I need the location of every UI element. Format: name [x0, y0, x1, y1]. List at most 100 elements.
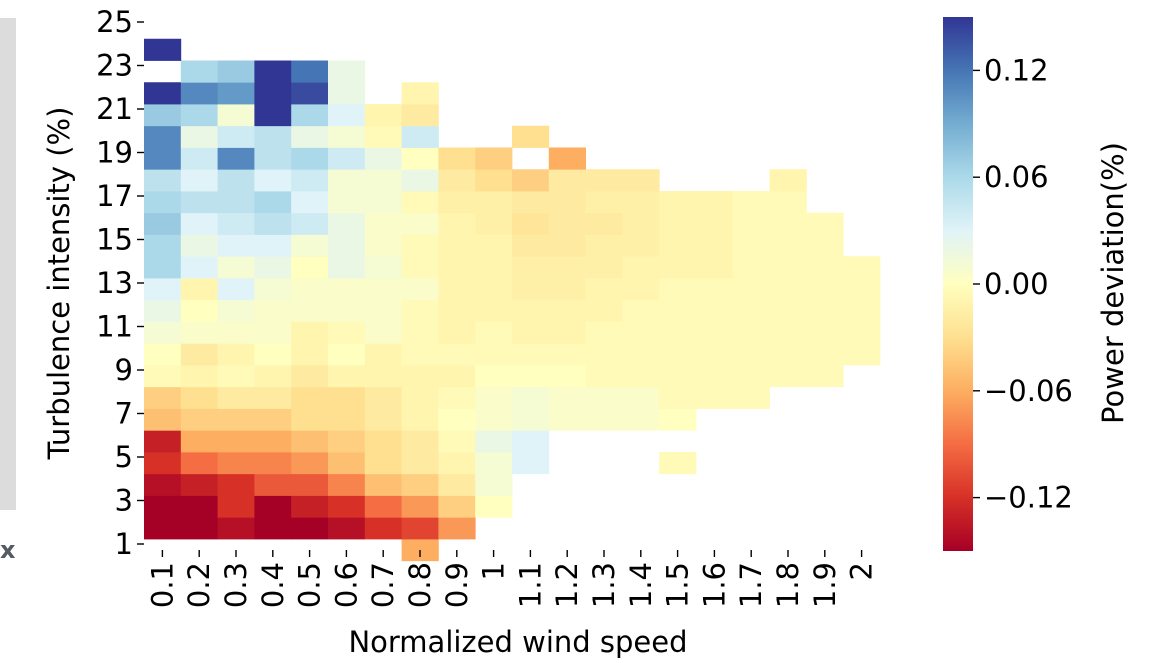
heatmap-cell: [328, 234, 366, 257]
heatmap-cell: [732, 343, 770, 366]
heatmap-cell: [291, 60, 329, 83]
heatmap-cell: [144, 212, 182, 235]
x-tick-label: 0.6: [329, 562, 363, 608]
heatmap-cell: [475, 408, 513, 431]
x-tick-label: 1.1: [513, 562, 547, 608]
heatmap-cell: [291, 212, 329, 235]
heatmap-cell: [659, 212, 697, 235]
heatmap-cell: [291, 321, 329, 344]
heatmap-cell: [475, 299, 513, 322]
heatmap-cell: [769, 278, 807, 301]
heatmap-cell: [254, 104, 292, 127]
heatmap-cell: [217, 386, 255, 409]
x-tick-label: 1.8: [771, 562, 805, 608]
heatmap-cell: [622, 234, 660, 257]
heatmap-cell: [401, 147, 439, 170]
y-tick-label: 13: [96, 266, 133, 300]
heatmap-cell: [475, 473, 513, 496]
heatmap-cell: [475, 234, 513, 257]
heatmap-cell: [254, 278, 292, 301]
heatmap-cell: [144, 408, 182, 431]
y-tick-label: 1: [115, 527, 133, 561]
heatmap-cell: [843, 256, 881, 279]
heatmap-cell: [769, 343, 807, 366]
heatmap-cell: [622, 386, 660, 409]
heatmap-cell: [291, 452, 329, 475]
heatmap-cell: [364, 452, 402, 475]
heatmap-cell: [548, 278, 586, 301]
heatmap-cell: [364, 386, 402, 409]
heatmap-cell: [438, 321, 476, 344]
heatmap-cell: [659, 256, 697, 279]
heatmap-cell: [732, 365, 770, 388]
heatmap-cell: [401, 212, 439, 235]
heatmap-cell: [438, 386, 476, 409]
heatmap-cell: [291, 473, 329, 496]
heatmap-cell: [254, 169, 292, 192]
heatmap-cell: [254, 343, 292, 366]
x-tick-label: 1.4: [624, 562, 658, 608]
heatmap-cell: [548, 365, 586, 388]
heatmap-cell: [217, 147, 255, 170]
colorbar-tick-label: −0.06: [984, 374, 1073, 408]
heatmap-cell: [622, 299, 660, 322]
heatmap-cell: [401, 256, 439, 279]
y-tick-label: 19: [96, 136, 133, 170]
heatmap-cell: [364, 343, 402, 366]
heatmap-cell: [806, 299, 844, 322]
heatmap-cell: [806, 278, 844, 301]
heatmap-cell: [144, 125, 182, 148]
heatmap-cell: [548, 386, 586, 409]
heatmap-cell: [438, 256, 476, 279]
heatmap-cell: [659, 386, 697, 409]
heatmap-cell: [512, 191, 550, 214]
heatmap-cell: [217, 125, 255, 148]
heatmap-cell: [438, 343, 476, 366]
heatmap-cell: [254, 408, 292, 431]
heatmap-cell: [696, 212, 734, 235]
heatmap-cell: [732, 321, 770, 344]
heatmap-cell: [548, 191, 586, 214]
heatmap-cell: [548, 343, 586, 366]
y-axis-label: Turbulence intensity (%): [42, 107, 76, 461]
heatmap-cell: [291, 256, 329, 279]
heatmap-cell: [512, 452, 550, 475]
heatmap-cell: [659, 191, 697, 214]
colorbar-ticks: −0.12 −0.06 0.00 0.06 0.12: [973, 53, 1073, 515]
heatmap-cell: [217, 473, 255, 496]
heatmap-cell: [328, 365, 366, 388]
heatmap-cell: [806, 256, 844, 279]
heatmap-cell: [548, 321, 586, 344]
heatmap-cell: [548, 256, 586, 279]
x-tick-label: 0.8: [403, 562, 437, 608]
colorbar-label: Power deviation(%): [1096, 142, 1130, 424]
heatmap-cell: [254, 452, 292, 475]
heatmap-cell: [548, 169, 586, 192]
heatmap-cell: [291, 125, 329, 148]
heatmap-cell: [769, 365, 807, 388]
heatmap-cell: [659, 365, 697, 388]
heatmap-cell: [364, 234, 402, 257]
heatmap-cell: [328, 452, 366, 475]
heatmap-cell: [401, 82, 439, 105]
heatmap-cell: [180, 452, 218, 475]
heatmap-cell: [144, 430, 182, 453]
heatmap-cell: [180, 408, 218, 431]
heatmap-cell: [328, 321, 366, 344]
heatmap-cell: [328, 473, 366, 496]
heatmap-cell: [180, 60, 218, 83]
heatmap-cell: [475, 430, 513, 453]
heatmap-cell: [696, 234, 734, 257]
heatmap-cell: [217, 104, 255, 127]
heatmap-cell: [585, 278, 623, 301]
heatmap-cell: [254, 212, 292, 235]
heatmap-cell: [548, 234, 586, 257]
heatmap-cell: [180, 430, 218, 453]
heatmap-cell: [475, 212, 513, 235]
heatmap-cell: [254, 147, 292, 170]
heatmap-cell: [364, 125, 402, 148]
heatmap-cell: [364, 256, 402, 279]
heatmap-cell: [144, 234, 182, 257]
y-tick-label: 15: [96, 223, 133, 257]
heatmap-cell: [622, 278, 660, 301]
